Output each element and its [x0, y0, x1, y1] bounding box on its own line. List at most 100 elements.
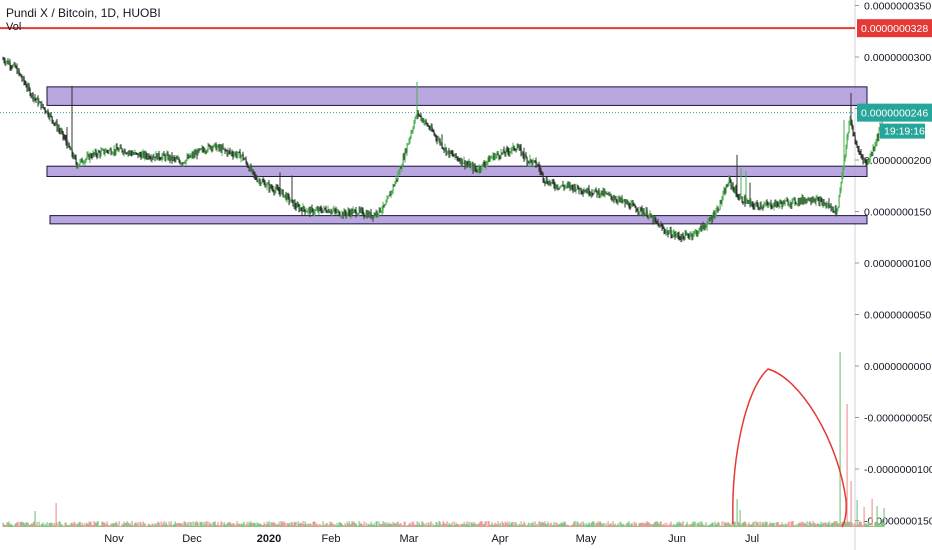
volume-bar	[138, 525, 140, 527]
candle	[579, 187, 581, 191]
volume-bar	[451, 522, 453, 527]
candle-body	[645, 210, 647, 214]
candle	[606, 193, 608, 196]
volume-bar	[534, 521, 536, 527]
volume-bar	[490, 524, 492, 527]
candle	[138, 152, 140, 157]
candle	[634, 203, 636, 208]
candle-body	[105, 150, 107, 153]
volume-bar	[491, 522, 493, 527]
candle	[561, 184, 563, 187]
volume-bar	[326, 522, 328, 527]
candle-body	[778, 203, 780, 206]
candle	[604, 188, 606, 198]
volume-bar	[865, 523, 867, 527]
volume-bar	[194, 522, 196, 527]
volume-bar	[819, 524, 821, 527]
candle-body	[608, 193, 610, 195]
candle-body	[300, 207, 302, 210]
candle	[557, 184, 559, 191]
candle	[631, 200, 633, 207]
candle	[299, 204, 301, 213]
candle-body	[302, 206, 304, 212]
candle	[444, 143, 446, 152]
candle	[333, 205, 335, 212]
volume-bar	[511, 521, 513, 527]
candle-body	[125, 153, 127, 155]
candle-body	[739, 197, 741, 200]
candle	[669, 227, 671, 234]
volume-bar	[567, 524, 569, 527]
candle-body	[763, 204, 765, 208]
candle-body	[158, 153, 160, 159]
volume-bar	[160, 521, 162, 527]
candle-body	[668, 232, 670, 235]
volume-bar	[69, 525, 71, 527]
candle	[394, 180, 396, 186]
candle	[596, 190, 598, 198]
candle-body	[799, 198, 801, 204]
candle-body	[712, 213, 714, 220]
volume-bar	[425, 523, 427, 527]
candle	[82, 159, 84, 167]
candle	[250, 163, 252, 173]
candle	[552, 178, 554, 185]
volume-bar	[543, 523, 545, 527]
volume-bar	[298, 523, 300, 527]
candle-body	[190, 155, 192, 158]
candle	[163, 150, 165, 156]
volume-bar	[716, 523, 718, 527]
volume-bar	[331, 521, 333, 527]
candle	[88, 153, 90, 160]
volume-bar	[506, 521, 508, 527]
candle-body	[667, 231, 669, 235]
volume-bar	[43, 525, 45, 527]
candle-body	[549, 181, 551, 184]
volume-bar	[457, 524, 459, 527]
volume-bar	[503, 524, 505, 527]
volume-bar	[237, 524, 239, 527]
candle-body	[354, 210, 356, 212]
volume-bar	[854, 522, 856, 527]
volume-bar	[353, 521, 355, 527]
candle	[178, 157, 180, 163]
volume-bar	[597, 521, 599, 527]
candle-body	[312, 209, 314, 214]
volume-bar	[594, 525, 596, 527]
candle	[796, 203, 798, 206]
candle-body	[633, 204, 635, 206]
volume-bar	[676, 522, 678, 527]
candle	[433, 129, 435, 136]
candle	[8, 60, 10, 65]
volume-bar	[470, 522, 472, 527]
candle-body	[366, 213, 368, 218]
candle-body	[715, 210, 717, 215]
volume-bar	[740, 524, 742, 527]
volume-bar	[223, 521, 225, 527]
candle	[168, 154, 170, 161]
volume-bar	[347, 523, 349, 527]
volume-bar	[856, 500, 858, 527]
candle-body	[537, 164, 539, 166]
volume-bar	[780, 524, 782, 527]
candle-body	[701, 225, 703, 231]
candle-body	[215, 143, 217, 150]
candle	[265, 183, 267, 188]
candle	[436, 135, 438, 145]
volume-bar	[313, 521, 315, 527]
candle	[92, 149, 94, 159]
candle	[14, 62, 16, 68]
candle	[201, 144, 203, 153]
chart-title: Pundi X / Bitcoin, 1D, HUOBI	[6, 6, 161, 20]
volume-bar	[684, 525, 686, 527]
volume-bar	[254, 523, 256, 527]
volume-bar	[500, 525, 502, 527]
candle	[790, 202, 792, 210]
volume-bar	[174, 521, 176, 527]
candle-body	[873, 147, 875, 149]
candle	[593, 189, 595, 195]
candle	[656, 220, 658, 225]
volume-bar	[438, 521, 440, 527]
volume-indicator-label[interactable]: Vol	[6, 21, 22, 33]
